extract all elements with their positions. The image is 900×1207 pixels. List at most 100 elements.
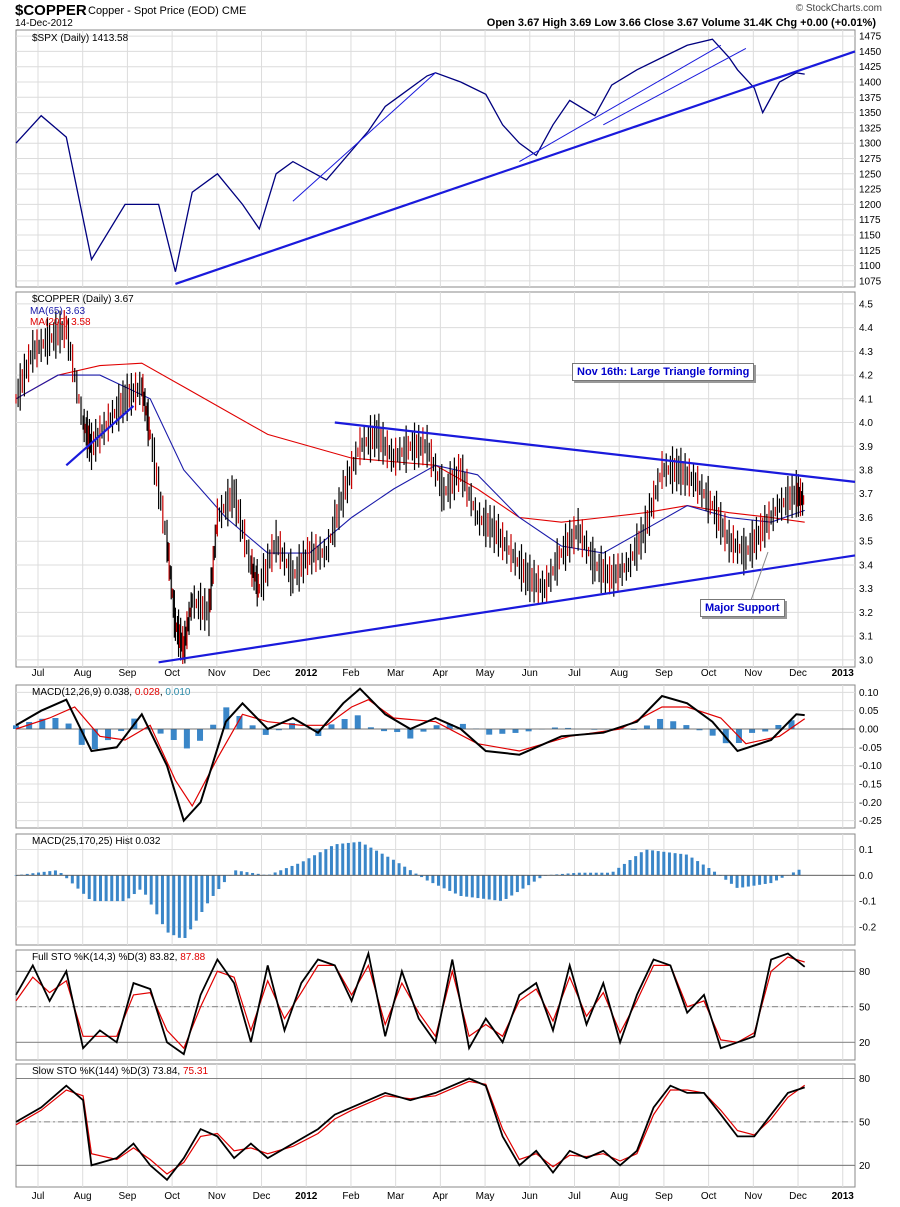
x-tick-label: Mar bbox=[387, 668, 405, 679]
y-tick-label: 1475 bbox=[859, 32, 882, 43]
macd-long-hist-bar bbox=[149, 875, 153, 905]
macd-long-hist-bar bbox=[239, 871, 243, 876]
macd-hist-bar bbox=[367, 727, 374, 729]
macd-long-hist-bar bbox=[662, 851, 666, 876]
x-tick-label: May bbox=[476, 668, 495, 679]
macd-hist-bar bbox=[433, 725, 440, 729]
macd-long-hist-bar bbox=[493, 875, 497, 901]
macd-long-hist-bar bbox=[397, 863, 401, 876]
ma200-line bbox=[15, 362, 805, 523]
y-tick-label: -0.1 bbox=[859, 897, 877, 908]
macd-long-hist-bar bbox=[656, 851, 660, 876]
y-tick-label: 1150 bbox=[859, 230, 881, 241]
spx-price-line bbox=[15, 38, 805, 272]
macd-hist-bar bbox=[275, 729, 282, 731]
x-tick-label: 2012 bbox=[295, 1191, 318, 1202]
macd-long-hist-bar bbox=[696, 861, 700, 876]
macd-long-hist-bar bbox=[352, 842, 356, 876]
x-tick-label: Dec bbox=[789, 668, 807, 679]
x-tick-label: Aug bbox=[74, 668, 92, 679]
x-tick-label: Oct bbox=[701, 1191, 717, 1202]
y-tick-label: 80 bbox=[859, 967, 871, 978]
macd-long-hist-bar bbox=[634, 856, 638, 876]
y-tick-label: -0.10 bbox=[859, 761, 882, 772]
macd-long-hist-bar bbox=[707, 868, 711, 876]
x-tick-label: Dec bbox=[789, 1191, 807, 1202]
macd-long-hist-bar bbox=[172, 875, 176, 936]
macd-long-hist-bar bbox=[53, 870, 57, 876]
macd-long-hist-bar bbox=[420, 875, 424, 878]
macd-hist-bar bbox=[762, 729, 769, 732]
macd-panel-label: MACD(12,26,9) 0.038, 0.028, 0.010 bbox=[32, 687, 191, 698]
x-tick-label: Aug bbox=[610, 1191, 628, 1202]
macd-hist-bar bbox=[551, 727, 558, 729]
macd-long-hist-bar bbox=[386, 856, 390, 876]
macd-long-hist-bar bbox=[284, 868, 288, 876]
macd-long-hist-bar bbox=[87, 875, 91, 900]
macd-hist-bar bbox=[91, 729, 98, 750]
y-tick-label: 50 bbox=[859, 1002, 871, 1013]
triangle-annotation: Nov 16th: Large Triangle forming bbox=[572, 363, 755, 381]
macd-long-hist-bar bbox=[724, 875, 728, 880]
y-tick-label: 3.7 bbox=[859, 489, 873, 500]
y-tick-label: 1250 bbox=[859, 169, 882, 180]
macd-long-hist-bar bbox=[498, 875, 502, 901]
y-tick-label: 50 bbox=[859, 1117, 871, 1128]
y-tick-label: 1275 bbox=[859, 154, 882, 165]
y-tick-label: 3.5 bbox=[859, 537, 873, 548]
macd-signal-line bbox=[15, 699, 806, 808]
y-tick-label: 3.4 bbox=[859, 560, 873, 571]
ohlc-summary: Open 3.67 High 3.69 Low 3.66 Close 3.67 … bbox=[486, 17, 876, 29]
macd-hist-bar bbox=[696, 729, 703, 731]
macd-long-hist-bar bbox=[470, 875, 474, 898]
macd-long-hist-bar bbox=[98, 875, 102, 902]
y-tick-label: 0.00 bbox=[859, 725, 879, 736]
macd-hist-bar bbox=[525, 729, 532, 732]
y-tick-label: 20 bbox=[859, 1161, 871, 1172]
x-tick-label: Feb bbox=[342, 1191, 360, 1202]
macd-long-hist-bar bbox=[538, 875, 542, 879]
x-tick-label: Nov bbox=[744, 668, 762, 679]
y-tick-label: 1400 bbox=[859, 78, 882, 89]
macd-long-hist-bar bbox=[459, 875, 463, 896]
macd-long-hist-bar bbox=[453, 875, 457, 894]
x-tick-label: Apr bbox=[433, 668, 449, 679]
macd-hist-bar bbox=[289, 723, 296, 729]
full-sto-label: Full STO %K(14,3) %D(3) 83.82, 87.88 bbox=[32, 952, 206, 963]
macd-hist-bar bbox=[118, 729, 125, 732]
macd-long-hist-bar bbox=[679, 853, 683, 876]
ma65-legend: MA(65) 3.63 bbox=[30, 306, 85, 317]
y-tick-label: 0.10 bbox=[859, 688, 879, 699]
macd-long-hist-bar bbox=[358, 841, 362, 876]
macd-hist-bar bbox=[683, 725, 690, 729]
macd-long-hist-bar bbox=[82, 875, 86, 894]
macd-long-hist-bar bbox=[25, 873, 29, 876]
macd-hist-bar bbox=[630, 729, 637, 730]
macd-hist-bar bbox=[262, 729, 269, 735]
panel-frame-5 bbox=[15, 1063, 856, 1188]
y-tick-label: 1175 bbox=[859, 215, 881, 226]
macd-long-hist-bar bbox=[70, 875, 74, 884]
panel-frame-3 bbox=[15, 833, 856, 946]
macd-long-hist-bar bbox=[752, 875, 756, 886]
macd-hist-bar bbox=[170, 729, 177, 740]
chart-symbol: $COPPER bbox=[15, 2, 87, 19]
macd-long-hist-bar bbox=[375, 850, 379, 876]
macd-long-hist-bar bbox=[380, 853, 384, 876]
macd-long-hist-bar bbox=[504, 875, 508, 899]
y-tick-label: 4.0 bbox=[859, 418, 873, 429]
macd-hist-bar bbox=[52, 718, 59, 729]
y-tick-label: 3.3 bbox=[859, 584, 873, 595]
y-tick-label: 1300 bbox=[859, 139, 882, 150]
macd-long-hist-bar bbox=[713, 871, 717, 876]
macd-long-hist-bar bbox=[301, 861, 305, 876]
x-tick-label: Jun bbox=[522, 668, 538, 679]
copper-panel-label: $COPPER (Daily) 3.67 bbox=[32, 294, 134, 305]
macd-long-panel-label: MACD(25,170,25) Hist 0.032 bbox=[32, 836, 161, 847]
macd-long-hist-bar bbox=[403, 866, 407, 876]
y-tick-label: 1450 bbox=[859, 47, 882, 58]
macd-hist-bar bbox=[223, 707, 230, 729]
macd-hist-bar bbox=[381, 729, 388, 732]
macd-long-hist-bar bbox=[667, 852, 671, 876]
y-tick-label: 0.05 bbox=[859, 706, 879, 717]
